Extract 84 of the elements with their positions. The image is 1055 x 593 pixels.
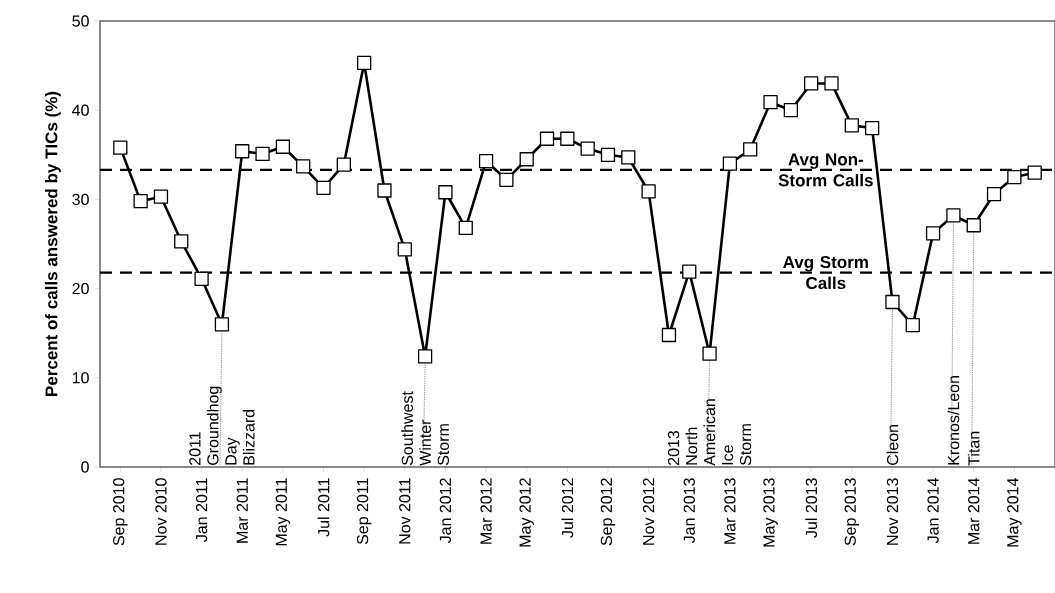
annotation: Kronos/Leon — [947, 376, 960, 465]
x-tick-label: Sep 2013 — [844, 478, 860, 546]
point — [722, 156, 738, 171]
y-tick-label: 20 — [72, 282, 89, 295]
x-tick-label: Nov 2011 — [399, 478, 411, 544]
point — [783, 103, 799, 118]
x-tick-label: Mar 2011 — [236, 478, 248, 543]
point — [702, 346, 717, 361]
point — [275, 139, 291, 154]
y-tick-label: 10 — [72, 372, 89, 384]
point — [133, 194, 148, 209]
point — [438, 185, 453, 200]
point — [1007, 169, 1022, 185]
x-tick-label: Sep 2010 — [113, 478, 128, 546]
x-tick-label: Jan 2011 — [195, 478, 208, 542]
point — [885, 294, 900, 310]
point — [580, 141, 595, 156]
x-tick-label: May 2012 — [519, 478, 534, 547]
point — [417, 349, 433, 364]
point — [641, 184, 656, 199]
point — [621, 150, 636, 165]
x-tick-label: Mar 2013 — [724, 478, 736, 544]
point — [255, 146, 270, 162]
y-axis-title: Percent of calls answered by TICs (%) — [44, 91, 61, 396]
x-tick-label: Mar 2014 — [968, 478, 980, 544]
point — [113, 140, 128, 155]
x-tick-label: May 2011 — [275, 478, 291, 546]
annotation: Cleon — [886, 425, 899, 465]
x-tick-label: Nov 2010 — [155, 478, 167, 545]
y-tick-label: 40 — [72, 104, 89, 116]
point — [235, 144, 250, 159]
point — [539, 131, 555, 146]
x-tick-label: Nov 2012 — [642, 478, 655, 545]
point — [905, 318, 920, 333]
x-tick-label: Sep 2012 — [600, 478, 616, 546]
annotation: 2011 Groundhog Day Blizzard — [189, 386, 255, 465]
y-tick-label: 0 — [81, 461, 89, 473]
x-tick-label: Mar 2012 — [480, 478, 492, 544]
annotation: 2013 North American Ice Storm — [667, 399, 752, 466]
point — [661, 327, 677, 343]
point — [1027, 165, 1042, 180]
x-tick-label: Nov 2013 — [886, 478, 899, 545]
point — [478, 153, 494, 169]
annotation: Titan — [967, 431, 980, 466]
x-tick-label: Jul 2011 — [317, 478, 330, 537]
point — [560, 131, 575, 146]
point — [377, 183, 392, 198]
point — [194, 271, 209, 286]
point — [174, 234, 189, 249]
point — [804, 76, 819, 91]
point — [316, 180, 331, 195]
point — [824, 76, 839, 91]
x-tick-label: May 2014 — [1007, 478, 1022, 547]
point — [682, 264, 697, 279]
point — [763, 95, 778, 110]
point — [153, 189, 169, 204]
y-tick-label: 50 — [72, 15, 89, 27]
point — [296, 159, 311, 174]
ref-line-label: Avg Non-Storm Calls — [778, 153, 873, 187]
x-tick-label: Jan 2013 — [683, 478, 695, 544]
x-tick-label: May 2013 — [763, 478, 778, 547]
x-tick-label: Jan 2012 — [439, 478, 452, 544]
x-tick-label: Jul 2013 — [805, 478, 818, 538]
point — [214, 317, 230, 332]
point — [336, 157, 351, 172]
point — [519, 152, 534, 167]
ref-line-label: Avg Storm Calls — [783, 256, 868, 290]
y-tick-label: 30 — [72, 193, 89, 206]
x-tick-label: Jul 2012 — [561, 478, 574, 538]
point — [986, 186, 1002, 202]
point — [946, 208, 961, 223]
point — [864, 120, 880, 136]
annotation: Southwest Winter Storm — [401, 391, 449, 466]
point — [357, 55, 372, 71]
point — [458, 220, 473, 236]
point — [966, 218, 981, 233]
point — [499, 172, 514, 187]
point — [743, 142, 758, 157]
x-tick-label: Jan 2014 — [927, 478, 939, 544]
point — [600, 147, 616, 162]
point — [925, 226, 941, 241]
point — [397, 242, 412, 257]
x-tick-label: Sep 2011 — [356, 478, 372, 545]
point — [844, 118, 859, 133]
